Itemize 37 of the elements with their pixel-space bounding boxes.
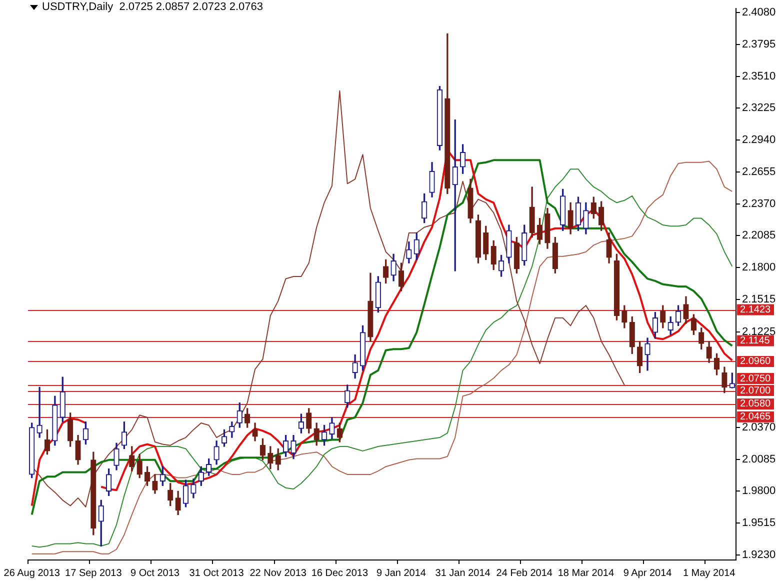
- y-tick-label: 2.3795: [742, 38, 776, 50]
- x-tick-label: 9 Jan 2014: [376, 568, 426, 579]
- x-tick-label: 17 Sep 2013: [65, 568, 122, 579]
- x-tick-label: 16 Dec 2013: [311, 568, 368, 579]
- y-tick-label: 2.0085: [742, 453, 776, 466]
- ref-line-label: 2.1423: [740, 304, 772, 316]
- y-tick-label: 2.3510: [742, 70, 776, 82]
- y-tick-label: 1.9800: [742, 485, 776, 498]
- y-tick-label: 2.1800: [742, 262, 776, 274]
- y-tick-label: 2.1515: [742, 293, 776, 306]
- y-tick-label: 2.3225: [742, 102, 776, 114]
- y-tick-label: 2.2370: [742, 198, 776, 210]
- ref-line-label: 2.0750: [740, 373, 772, 384]
- ref-line-label: 2.1145: [740, 336, 770, 347]
- candlestick: [36, 386, 42, 438]
- chart-title: USDTRY,Daily 2.0725 2.0857 2.0723 2.0763: [42, 1, 263, 13]
- x-tick-label: 31 Oct 2013: [189, 568, 244, 579]
- ref-line-label: 2.0700: [740, 385, 772, 396]
- y-tick-label: 2.2940: [742, 134, 776, 146]
- ref-line-label: 2.0580: [740, 398, 772, 410]
- y-tick-label: 1.9515: [742, 517, 776, 530]
- ref-line-label: 2.0960: [740, 356, 772, 368]
- x-tick-label: 9 Apr 2014: [623, 568, 672, 579]
- x-tick-label: 18 Mar 2014: [558, 568, 614, 579]
- ref-line-label: 2.0465: [740, 412, 772, 423]
- x-tick-label: 9 Oct 2013: [130, 568, 180, 579]
- x-tick-label: 1 May 2014: [682, 568, 736, 579]
- y-tick-label: 2.1225: [742, 326, 776, 338]
- y-tick-label: 2.4080: [742, 6, 776, 19]
- x-tick-label: 31 Jan 2014: [435, 568, 491, 579]
- x-tick-label: 22 Nov 2013: [250, 568, 307, 579]
- y-tick-label: 2.0370: [742, 421, 776, 434]
- y-tick-label: 2.2085: [742, 230, 776, 242]
- y-tick-label: 1.9230: [742, 549, 776, 561]
- x-tick-label: 24 Feb 2014: [496, 568, 553, 579]
- y-tick-label: 2.2655: [742, 166, 776, 178]
- x-tick-label: 26 Aug 2013: [4, 568, 60, 579]
